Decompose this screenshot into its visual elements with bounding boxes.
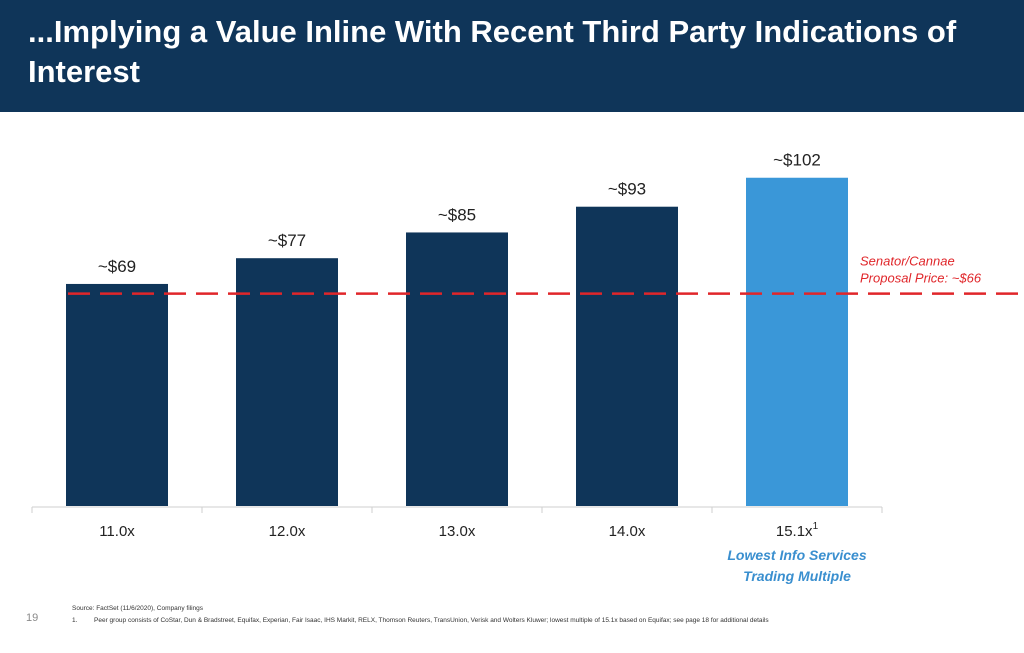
header-banner: ...Implying a Value Inline With Recent T… — [0, 0, 1024, 112]
bar-value-label: ~$102 — [773, 151, 821, 170]
x-tick-label: 15.1x1 — [776, 521, 819, 540]
bar-12.0x — [236, 258, 338, 506]
bar-11.0x — [66, 283, 168, 506]
reference-line-label: Senator/Cannae Proposal Price: ~$66 — [860, 254, 982, 286]
page-number: 19 — [26, 612, 39, 624]
bar-chart: ~$69 11.0x ~$77 12.0x ~$85 13.0x ~$93 14.0x ~$10… — [31, 151, 1020, 584]
x-tick-label: 11.0x — [99, 523, 135, 540]
bar-15.1x — [746, 177, 848, 506]
bar-13.0x — [406, 232, 508, 507]
footer: 19 Source: FactSet (11/6/2020), Company … — [0, 600, 1024, 650]
footnote: 1. Peer group consists of CoStar, Dun & B… — [72, 617, 972, 624]
source-note: Source: FactSet (11/6/2020), Company fil… — [72, 605, 204, 612]
bar-value-label: ~$69 — [98, 257, 136, 276]
x-tick-label: 13.0x — [439, 523, 476, 540]
bar-value-label: ~$77 — [268, 231, 306, 250]
bar-14.0x — [576, 206, 678, 506]
footnote-text: Peer group consists of CoStar, Dun & Bra… — [94, 617, 769, 624]
x-tick-label: 12.0x — [269, 523, 306, 540]
footnote-number: 1. — [72, 617, 78, 624]
highlight-note: Lowest Info Services Trading Multiple — [727, 547, 866, 584]
page-title: ...Implying a Value Inline With Recent T… — [28, 14, 957, 89]
bar-value-label: ~$85 — [438, 205, 476, 224]
x-tick-label: 14.0x — [609, 523, 646, 540]
bar-value-label: ~$93 — [608, 180, 646, 199]
